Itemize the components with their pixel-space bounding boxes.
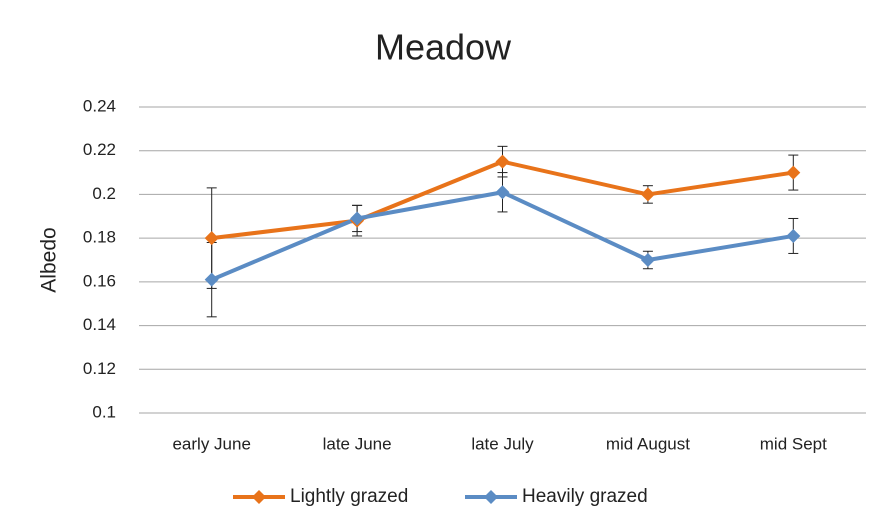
marker: [786, 228, 801, 243]
marker: [786, 165, 801, 180]
marker: [495, 185, 510, 200]
marker: [204, 231, 219, 246]
y-tick-label: 0.24: [83, 96, 116, 115]
legend-marker: [484, 490, 498, 504]
y-tick-label: 0.1: [92, 402, 116, 421]
y-tick-label: 0.22: [83, 140, 116, 159]
marker: [204, 272, 219, 287]
legend-label: Heavily grazed: [522, 486, 648, 507]
y-tick-label: 0.18: [83, 228, 116, 247]
x-tick-label: late July: [471, 434, 534, 453]
y-axis-label: Albedo: [38, 227, 61, 292]
x-tick-label: mid Sept: [760, 434, 827, 453]
marker: [640, 187, 655, 202]
marker: [640, 253, 655, 267]
x-tick-label: mid August: [606, 434, 690, 453]
x-tick-label: late June: [323, 434, 392, 453]
legend-marker: [252, 490, 266, 504]
y-tick-label: 0.12: [83, 359, 116, 378]
legend-label: Lightly grazed: [290, 486, 408, 507]
x-tick-label: early June: [172, 434, 250, 453]
y-tick-label: 0.14: [83, 315, 116, 334]
y-tick-label: 0.16: [83, 271, 116, 290]
y-tick-label: 0.2: [92, 184, 116, 203]
marker: [495, 154, 510, 169]
chart-title: Meadow: [375, 27, 512, 68]
marker: [350, 211, 365, 226]
